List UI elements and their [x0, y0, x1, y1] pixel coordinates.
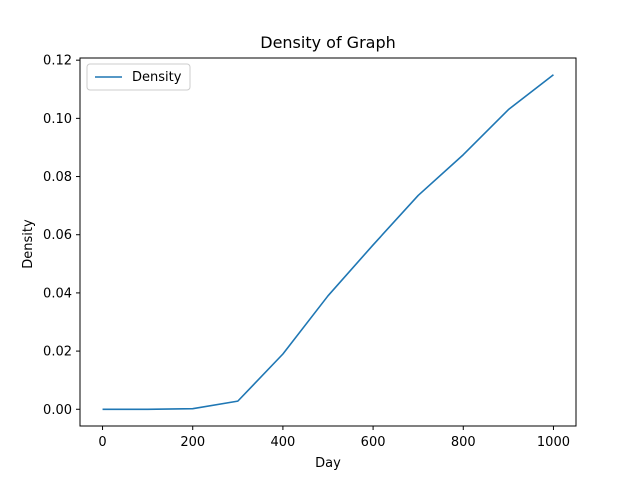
y-tick-label: 0.08 [43, 170, 72, 185]
y-tick-label: 0.10 [43, 112, 72, 127]
y-tick-label: 0.02 [43, 345, 72, 360]
x-tick-label: 800 [451, 435, 476, 450]
series-layer [102, 74, 554, 411]
y-tick-label: 0.00 [43, 403, 72, 418]
y-tick-label: 0.12 [43, 54, 72, 69]
x-tick-label: 1000 [537, 435, 570, 450]
x-tick-label: 600 [361, 435, 386, 450]
y-axis: 0.00 0.02 0.04 0.06 0.08 0.10 0.12 [43, 54, 80, 418]
legend-label-density: Density [132, 70, 182, 85]
x-tick-label: 0 [98, 435, 106, 450]
plot-area [79, 57, 577, 427]
legend-box [86, 63, 191, 91]
series-line-density [102, 74, 554, 411]
x-tick-label: 200 [180, 435, 205, 450]
x-axis-label: Day [315, 456, 341, 471]
chart-title: Density of Graph [260, 33, 396, 52]
y-tick-label: 0.04 [43, 286, 72, 301]
x-tick-label: 400 [270, 435, 295, 450]
x-axis: 0 200 400 600 800 1000 [98, 426, 570, 450]
y-axis-label: Density [21, 219, 36, 269]
y-tick-label: 0.06 [43, 228, 72, 243]
legend: Density [86, 63, 191, 91]
plot-frame [79, 57, 577, 427]
